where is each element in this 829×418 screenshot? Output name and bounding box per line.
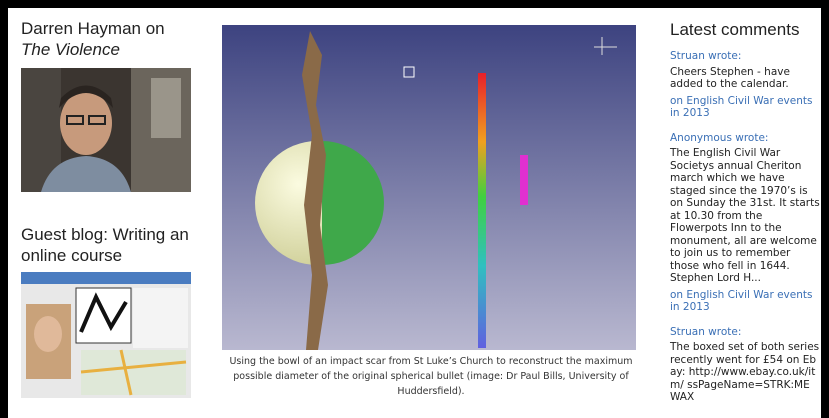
comment: Anonymous wrote: The English Civil War S… — [670, 132, 820, 314]
comment-link[interactable]: on English Civil War events in 2013 — [670, 94, 813, 120]
comment-text: The boxed set of both series recently we… — [670, 341, 820, 403]
title: Guest blog: Writing an online course — [21, 225, 189, 265]
sidebar-heading: Latest comments — [670, 20, 800, 39]
post-title[interactable]: Guest blog: Writing an online course — [21, 224, 201, 266]
figure-image — [222, 25, 636, 350]
comment-author: Anonymous wrote: — [670, 131, 769, 144]
comment-link[interactable]: on English Civil War events in 2013 — [670, 288, 813, 314]
title-italic: The Violence — [21, 40, 120, 59]
comment: Struan wrote: The boxed set of both seri… — [670, 326, 820, 404]
comment-author: Struan wrote: — [670, 50, 742, 62]
comment: Struan wrote: Cheers Stephen - have adde… — [670, 50, 820, 120]
post-thumbnail[interactable] — [21, 272, 191, 398]
sidebar: Latest comments Struan wrote: Cheers Ste… — [670, 20, 820, 416]
comment-author: Struan wrote: — [670, 325, 742, 338]
comment-text: The English Civil War Societys annual Ch… — [670, 147, 820, 284]
comment-text: Cheers Stephen - have added to the calen… — [670, 65, 790, 91]
content: Darren Hayman on The Violence Guest blog:… — [8, 8, 821, 418]
figure-caption: Using the bowl of an impact scar from St… — [229, 356, 633, 397]
post-title[interactable]: Darren Hayman on The Violence — [21, 18, 201, 60]
post-thumbnail[interactable] — [21, 68, 191, 192]
title: Darren Hayman on — [21, 19, 165, 38]
